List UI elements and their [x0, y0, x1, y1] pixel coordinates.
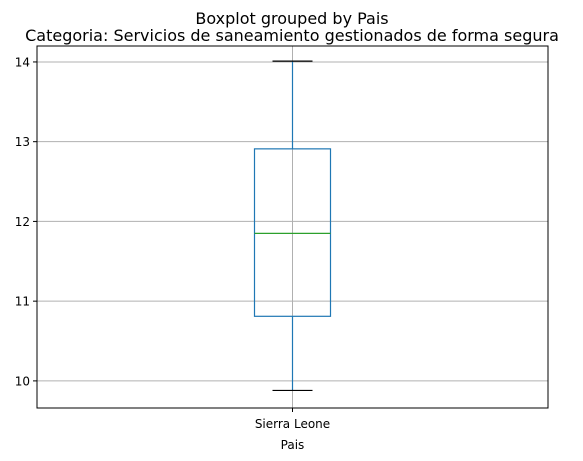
boxplot-marks: [253, 60, 332, 392]
y-tick-label: 10: [15, 374, 30, 388]
y-tick-label: 12: [15, 215, 30, 229]
y-tick-label: 13: [15, 135, 30, 149]
axes: 10 11 12 13 14 Sierra Leone: [15, 55, 330, 431]
box-iqr: [253, 148, 332, 317]
chart-title: Categoria: Servicios de saneamiento gest…: [25, 26, 559, 45]
y-tick-label: 11: [15, 295, 30, 309]
chart-suptitle: Boxplot grouped by Pais: [195, 9, 388, 28]
plot-frame: [36, 45, 549, 409]
x-axis-label: Pais: [281, 438, 305, 452]
box-group: [253, 60, 332, 392]
x-tick-label: Sierra Leone: [255, 417, 330, 431]
y-tick-label: 14: [15, 55, 30, 69]
